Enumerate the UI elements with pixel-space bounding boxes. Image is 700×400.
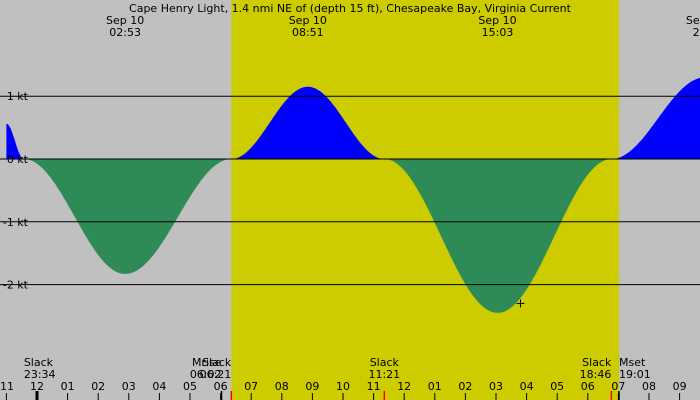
event-time-label: 19:01 xyxy=(619,368,651,381)
y-tick-label: -2 kt xyxy=(3,279,29,292)
x-tick-label: 06 xyxy=(581,380,595,393)
ebb-current-area xyxy=(24,159,231,274)
x-tick-label: 05 xyxy=(183,380,197,393)
extreme-date-label: Sep 10 xyxy=(289,14,327,27)
extreme-time-label: 21:5 xyxy=(693,26,700,39)
x-tick-label: 08 xyxy=(275,380,289,393)
x-tick-label: 07 xyxy=(244,380,258,393)
x-tick-label: 04 xyxy=(520,380,534,393)
x-tick-label: 09 xyxy=(305,380,319,393)
extreme-time-label: 08:51 xyxy=(292,26,324,39)
flood-current-area xyxy=(231,86,384,159)
event-name-label: Mrise xyxy=(192,356,222,369)
y-gridlines xyxy=(0,95,700,286)
x-tick-label: 10 xyxy=(336,380,350,393)
y-tick-label: -1 kt xyxy=(3,216,29,229)
x-tick-label: 04 xyxy=(152,380,166,393)
x-tick-label: 02 xyxy=(91,380,105,393)
x-tick-label: 02 xyxy=(458,380,472,393)
event-name-label: Slack xyxy=(24,356,54,369)
event-name-label: Slack xyxy=(202,356,232,369)
x-tick-label: 06 xyxy=(214,380,228,393)
x-tick-label: 12 xyxy=(397,380,411,393)
x-tick-label: 01 xyxy=(428,380,442,393)
event-name-label: Mset xyxy=(619,356,646,369)
x-axis-ticks: 11 12 01 02 03 04 05 06 07 08 09 10 11 12 01 02 03 04 05 06… xyxy=(0,380,687,400)
extreme-date-label: Sep 10 xyxy=(478,14,516,27)
extreme-time-label: 02:53 xyxy=(109,26,141,39)
y-tick-label: 0 kt xyxy=(7,153,29,166)
event-time-label: 06:02 xyxy=(190,368,222,381)
ebb-current-area xyxy=(384,159,612,313)
cursor-crosshair xyxy=(516,299,525,308)
extreme-date-label: Sep 10 xyxy=(686,14,700,27)
event-name-label: Slack xyxy=(370,356,400,369)
x-tick-label: 03 xyxy=(489,380,503,393)
x-tick-label: 05 xyxy=(550,380,564,393)
current-area-layer xyxy=(6,77,700,313)
event-labels: Slack23:34Mrise06:02Slack06:21Slack11:21… xyxy=(24,356,651,381)
event-time-label: 06:21 xyxy=(200,368,232,381)
event-time-label: 23:34 xyxy=(24,368,56,381)
extreme-time-label: 15:03 xyxy=(482,26,514,39)
x-tick-label: 09 xyxy=(673,380,687,393)
x-tick-label: 01 xyxy=(61,380,75,393)
y-tick-label: 1 kt xyxy=(7,90,29,103)
x-tick-label: 08 xyxy=(642,380,656,393)
extreme-date-label: Sep 10 xyxy=(106,14,144,27)
x-tick-label: 12 xyxy=(30,380,44,393)
flood-current-area xyxy=(6,123,24,159)
x-tick-label: 11 xyxy=(367,380,381,393)
x-tick-label: 03 xyxy=(122,380,136,393)
event-time-label: 11:21 xyxy=(368,368,400,381)
event-time-label: 18:46 xyxy=(580,368,612,381)
flood-current-area xyxy=(611,77,700,159)
x-tick-label: 11 xyxy=(0,380,14,393)
x-tick-label: 07 xyxy=(611,380,625,393)
event-name-label: Slack xyxy=(582,356,612,369)
chart-title: Cape Henry Light, 1.4 nmi NE of (depth 1… xyxy=(129,2,572,15)
y-tick-labels: 1 kt 0 kt -1 kt -2 kt xyxy=(3,90,29,291)
